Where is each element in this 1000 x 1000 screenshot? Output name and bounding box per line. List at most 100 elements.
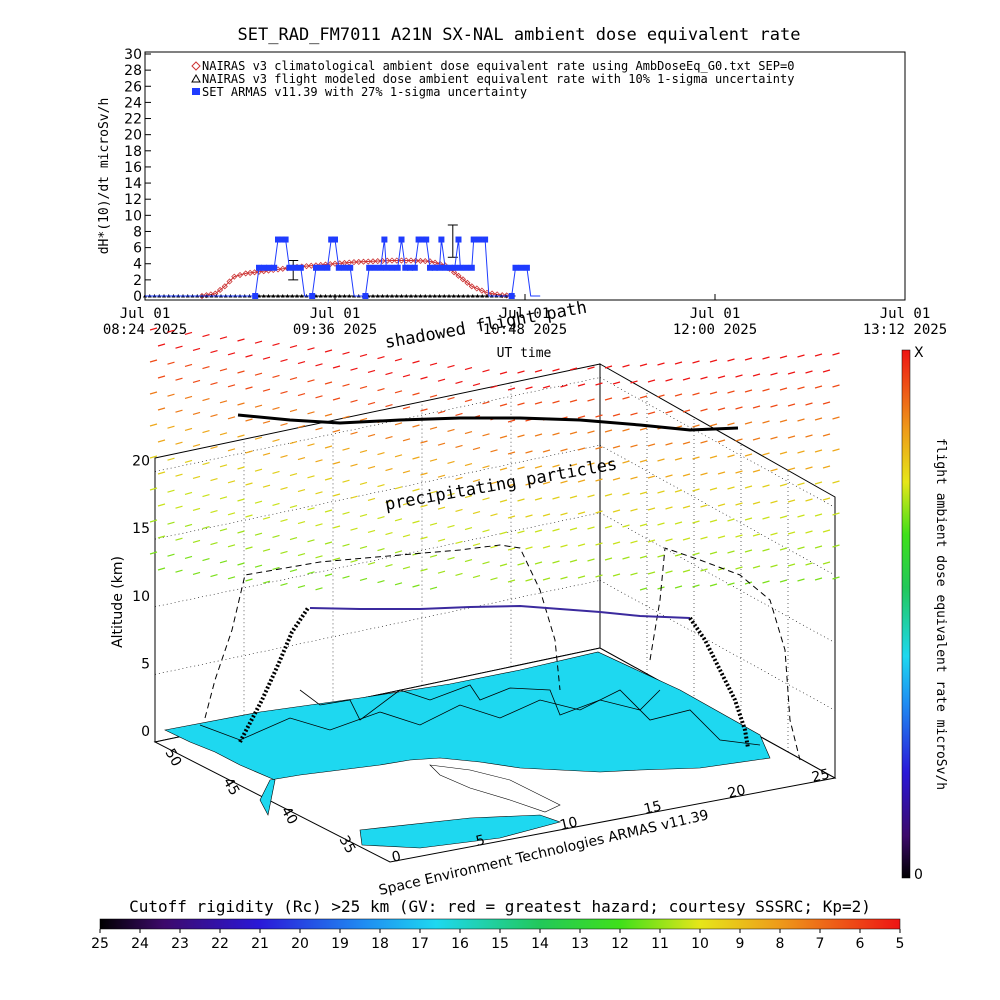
particle <box>595 414 603 418</box>
particle <box>315 491 323 495</box>
particle <box>612 477 621 481</box>
particle <box>542 385 551 389</box>
longitude-ticks: 0 5 10 15 20 25 <box>390 766 831 866</box>
legend-label: NAIRAS v3 flight modeled dose ambient eq… <box>202 72 794 86</box>
x-tick-time: 13:12 2025 <box>863 322 947 338</box>
particle <box>157 439 166 443</box>
data-point <box>428 294 432 298</box>
longitude-tick-label: 25 <box>810 766 831 786</box>
particle <box>657 362 665 366</box>
data-point <box>371 294 375 298</box>
particle <box>822 561 831 565</box>
particle <box>709 551 718 555</box>
particle <box>289 537 298 541</box>
particle <box>752 469 761 473</box>
particle <box>184 395 193 399</box>
particle <box>630 540 638 544</box>
data-point <box>508 293 515 299</box>
particle <box>367 433 376 437</box>
particle <box>814 353 823 357</box>
legend-label: SET ARMAS v11.39 with 27% 1-sigma uncert… <box>202 85 527 99</box>
particle <box>412 584 420 588</box>
particle <box>377 548 385 552</box>
particle <box>692 584 700 588</box>
particle <box>770 468 778 472</box>
particle <box>717 471 726 475</box>
particle <box>647 571 656 575</box>
data-point <box>347 294 352 298</box>
particle <box>569 367 578 371</box>
particle <box>167 521 175 525</box>
particle <box>797 546 805 550</box>
particle <box>420 376 428 380</box>
particle <box>149 423 158 427</box>
data-point <box>271 294 276 298</box>
flight-path-ascent <box>238 606 310 743</box>
particle <box>297 361 306 365</box>
particle <box>569 463 578 467</box>
particle <box>682 537 691 541</box>
particle <box>385 564 393 568</box>
particle <box>490 385 498 389</box>
particle <box>272 566 280 570</box>
particle <box>342 447 350 451</box>
latitude-tick-label: 40 <box>278 804 301 827</box>
particle <box>455 476 463 480</box>
flight-path-descent <box>688 616 750 749</box>
particle <box>569 399 578 403</box>
particle <box>245 386 253 390</box>
particle <box>832 480 840 484</box>
particle <box>717 407 726 411</box>
particle <box>297 553 306 557</box>
particle <box>157 343 166 347</box>
particle <box>210 542 218 546</box>
particle <box>157 535 166 539</box>
data-point <box>385 294 390 298</box>
map-island <box>359 814 562 849</box>
particle <box>367 401 376 405</box>
particle <box>332 397 341 401</box>
y-tick-label: 10 <box>124 208 142 224</box>
particle <box>219 400 228 404</box>
particle <box>167 553 175 557</box>
particle <box>367 369 376 373</box>
x-tick-time: 10:48 2025 <box>483 322 567 338</box>
data-point <box>413 294 418 298</box>
particle <box>622 396 630 400</box>
particle <box>359 513 368 517</box>
particle <box>560 384 568 388</box>
particle <box>814 417 823 421</box>
particle <box>245 418 253 422</box>
x-tick-day: Jul 01 <box>500 306 551 322</box>
particle <box>237 530 245 534</box>
particle <box>437 378 446 382</box>
particle <box>517 466 525 470</box>
particle <box>455 508 463 512</box>
particle <box>517 434 525 438</box>
flight-path <box>309 604 691 619</box>
particle <box>692 456 700 460</box>
y-axis-label: dH*(10)/dt microSv/h <box>97 98 112 255</box>
particle <box>717 439 726 443</box>
data-point <box>432 294 437 298</box>
particle <box>175 409 183 413</box>
data-point <box>328 294 333 298</box>
particle <box>534 561 543 565</box>
particle <box>289 505 298 509</box>
particle <box>604 461 613 465</box>
particle <box>184 459 193 463</box>
particle <box>569 431 578 435</box>
particle <box>437 506 446 510</box>
particle <box>744 453 753 457</box>
data-point <box>350 259 358 266</box>
particle <box>254 532 263 536</box>
particle <box>280 550 288 554</box>
particle <box>350 463 358 467</box>
colorbar-vertical <box>901 349 911 879</box>
particle <box>385 372 393 376</box>
particle <box>577 383 586 387</box>
particle <box>744 421 753 425</box>
particle <box>332 557 341 561</box>
particle <box>219 560 228 564</box>
